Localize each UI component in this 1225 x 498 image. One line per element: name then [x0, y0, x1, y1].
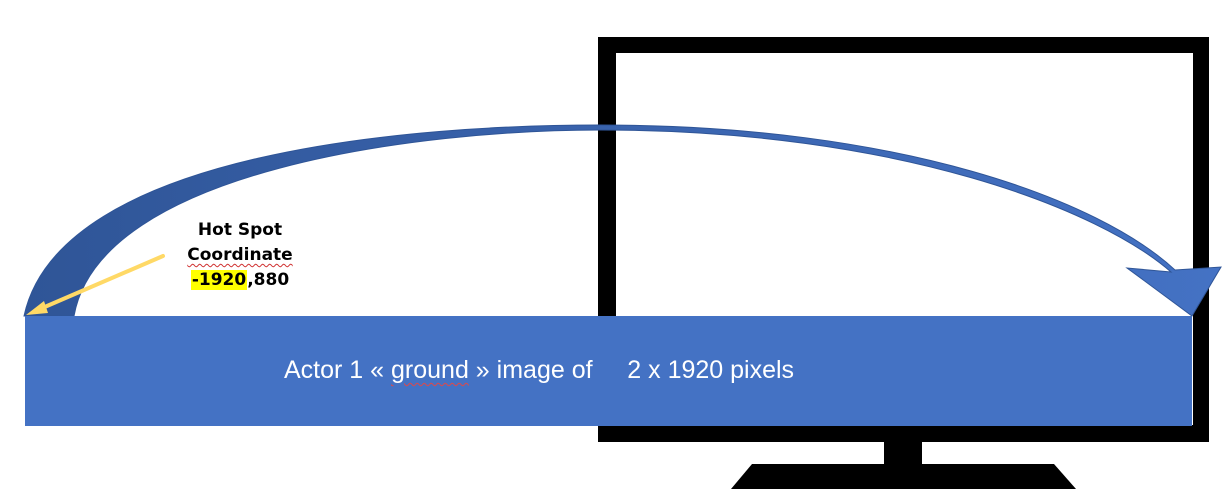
ground-bar — [25, 316, 1192, 426]
monitor-base — [731, 464, 1076, 489]
ground-label-suffix: » image of 2 x 1920 pixels — [468, 356, 795, 384]
arrow-icon — [26, 254, 165, 315]
ground-label: Actor 1 « ground » image of 2 x 1920 pix… — [284, 354, 794, 386]
ground-word: ground — [391, 356, 469, 384]
monitor-stand — [731, 440, 1076, 489]
hotspot-subtitle: Coordinate — [165, 243, 315, 268]
hotspot-coordinate-label: Hot Spot Coordinate -1920,880 — [165, 218, 315, 293]
hotspot-x-value: -1920 — [190, 270, 248, 290]
hotspot-value: -1920,880 — [165, 268, 315, 293]
hotspot-title: Hot Spot — [197, 220, 283, 240]
coordinate-word: Coordinate — [187, 245, 293, 265]
ground-label-prefix: Actor 1 « — [284, 356, 391, 384]
monitor-neck — [884, 440, 922, 466]
hotspot-y-value: ,880 — [247, 270, 290, 290]
